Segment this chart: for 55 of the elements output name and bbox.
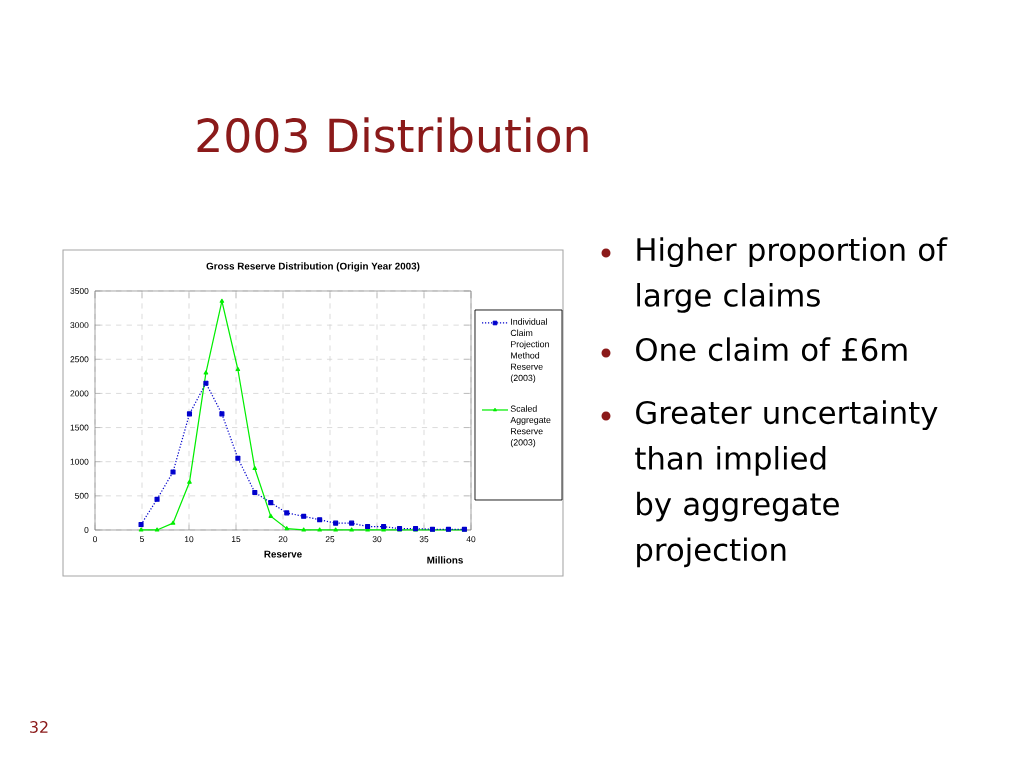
point — [349, 527, 354, 532]
point — [301, 527, 306, 532]
point — [219, 298, 225, 303]
x-tick-label: 20 — [278, 536, 288, 543]
y-tick-label: 500 — [75, 492, 89, 499]
legend-label: Individual Claim Projection Method Reserve (2003) — [510, 318, 549, 383]
text: One claim of £6m — [636, 337, 907, 362]
y-tick-label: 1000 — [70, 458, 89, 465]
point — [268, 513, 274, 518]
point — [154, 496, 160, 502]
point — [203, 370, 209, 375]
point — [219, 411, 225, 417]
point — [154, 527, 160, 532]
point — [235, 366, 241, 372]
y-tick-label: 3000 — [70, 322, 89, 329]
point — [349, 520, 355, 526]
point — [138, 527, 144, 532]
legend-label: Scaled Aggregate Reserve (2003) — [510, 405, 551, 448]
point — [333, 520, 339, 526]
point — [203, 380, 209, 386]
y-tick-label: 0 — [84, 526, 89, 533]
chart-subtitle: Gross Reserve Distribution (Origin Year 2003) — [206, 262, 420, 272]
point — [284, 526, 290, 531]
point — [301, 513, 307, 519]
x-tick-label: 25 — [325, 536, 335, 543]
point — [235, 455, 241, 461]
x-tick-label: 15 — [231, 536, 241, 543]
point — [284, 510, 290, 516]
point — [333, 527, 338, 532]
point — [186, 411, 193, 417]
x-tick-label: 35 — [419, 536, 429, 543]
text: Greater uncertainty than implied by aggregate projection — [635, 400, 938, 568]
point — [187, 479, 192, 484]
point — [317, 517, 323, 523]
chart-title: 2003 Distribution — [197, 117, 588, 153]
x-tick-label: 5 — [139, 536, 144, 543]
point — [268, 500, 274, 506]
y-tick-label: 2000 — [70, 390, 89, 397]
x-tick-label: 30 — [372, 536, 382, 543]
point — [252, 465, 258, 471]
y-tick-label: 3500 — [70, 287, 89, 294]
x-tick-label: 40 — [466, 536, 476, 543]
text: 32 — [30, 721, 48, 733]
point — [252, 489, 258, 495]
point — [170, 469, 176, 475]
x-tick-label: 10 — [184, 536, 194, 543]
y-tick-label: 1500 — [70, 424, 89, 431]
y-tick-label: 2500 — [70, 356, 89, 363]
point — [317, 527, 322, 532]
x-axis-title: Reserve — [264, 550, 302, 558]
x-tick-label: 0 — [92, 536, 98, 543]
point — [170, 520, 176, 525]
text: Millions — [427, 556, 463, 564]
text: Higher proportion of large claims — [637, 237, 948, 313]
point — [138, 521, 144, 528]
